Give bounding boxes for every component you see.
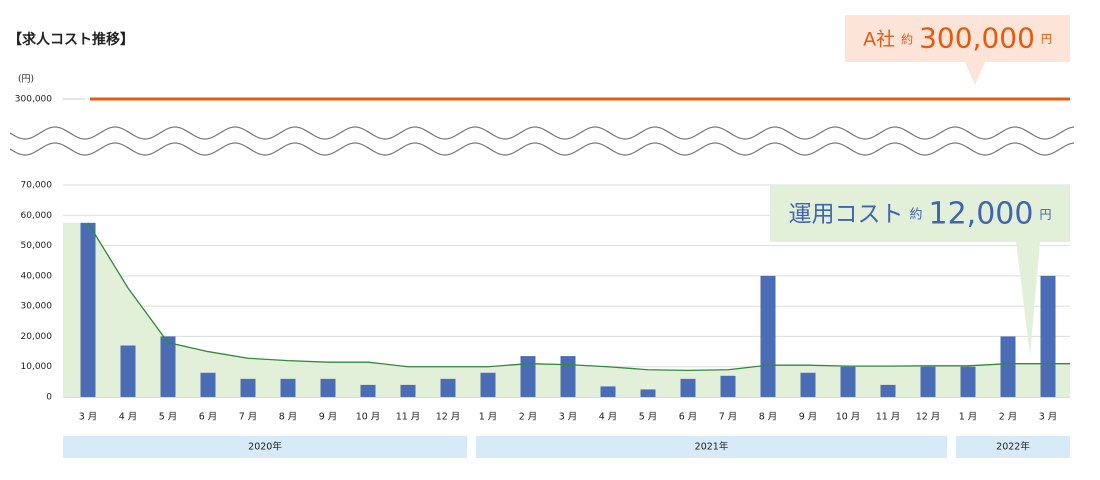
x-tick-label: 8 月 bbox=[279, 412, 298, 423]
callout-text: 運用コスト約 12,000 円 bbox=[788, 196, 1051, 231]
axis-break bbox=[9, 142, 1075, 156]
year-band bbox=[63, 436, 467, 458]
x-tick-label: 4 月 bbox=[599, 412, 618, 423]
x-tick-label: 10 月 bbox=[836, 412, 861, 423]
y-tick-label: 70,000 bbox=[21, 181, 53, 191]
bar bbox=[400, 384, 416, 397]
bar bbox=[960, 366, 976, 397]
y-tick-label: 0 bbox=[46, 393, 52, 403]
x-tick-label: 7 月 bbox=[719, 412, 738, 423]
callout-name: A社 bbox=[863, 28, 895, 50]
line bbox=[87, 222, 1048, 371]
callout-unit: 円 bbox=[1039, 207, 1051, 221]
y-tick-label: 10,000 bbox=[21, 362, 53, 372]
callout-prefix: 約 bbox=[909, 207, 922, 222]
x-tick-label: 3 月 bbox=[79, 412, 98, 423]
y-tick-label: 20,000 bbox=[21, 332, 53, 342]
x-tick-label: 1 月 bbox=[959, 412, 978, 423]
year-label: 2021年 bbox=[695, 441, 729, 453]
callout-box bbox=[845, 15, 1070, 62]
bar bbox=[520, 356, 536, 397]
y-unit: (円) bbox=[18, 74, 34, 85]
bar bbox=[560, 356, 576, 397]
x-tick-label: 1 月 bbox=[479, 412, 498, 423]
year-band bbox=[476, 436, 947, 458]
bar bbox=[480, 372, 496, 397]
bar bbox=[80, 222, 96, 397]
bar bbox=[280, 378, 296, 397]
bar bbox=[240, 378, 256, 397]
bar bbox=[600, 386, 616, 397]
x-tick-label: 3 月 bbox=[1039, 412, 1058, 423]
bar bbox=[880, 384, 896, 397]
bar bbox=[760, 275, 776, 397]
bar bbox=[160, 336, 176, 397]
bar bbox=[440, 378, 456, 397]
bar bbox=[840, 366, 856, 397]
callout-label: 300,000 bbox=[919, 22, 1035, 55]
bar bbox=[800, 372, 816, 397]
bar bbox=[1040, 275, 1056, 397]
callout-prefix: 約 bbox=[901, 31, 913, 46]
x-tick-label: 11 月 bbox=[396, 412, 421, 423]
x-tick-label: 12 月 bbox=[436, 412, 461, 423]
chart-title: 【求人コスト推移】 bbox=[8, 31, 134, 48]
bar bbox=[120, 345, 136, 397]
x-tick-label: 7 月 bbox=[239, 412, 258, 423]
bar bbox=[640, 389, 656, 397]
callout-unit: 円 bbox=[1041, 33, 1052, 46]
axis-break bbox=[9, 126, 1075, 140]
callout-label: 12,000 bbox=[929, 196, 1034, 231]
x-tick-label: 10 月 bbox=[356, 412, 381, 423]
callout-name: 運用コスト bbox=[788, 201, 903, 227]
x-tick-label: 2 月 bbox=[999, 412, 1018, 423]
y-tick-label: 300,000 bbox=[15, 95, 52, 105]
bar bbox=[920, 366, 936, 397]
x-tick-label: 4 月 bbox=[119, 412, 138, 423]
bar bbox=[320, 378, 336, 397]
callout-pointer bbox=[965, 62, 985, 85]
x-tick-label: 9 月 bbox=[319, 412, 338, 423]
x-tick-label: 2 月 bbox=[519, 412, 538, 423]
x-tick-label: 3 月 bbox=[559, 412, 578, 423]
y-tick-label: 30,000 bbox=[21, 302, 53, 312]
y-tick-label: 40,000 bbox=[21, 271, 53, 281]
callout-text: A社約 300,000 円 bbox=[863, 22, 1052, 55]
callout-box bbox=[770, 185, 1070, 242]
bar bbox=[680, 378, 696, 397]
bar bbox=[200, 372, 216, 397]
x-tick-label: 8 月 bbox=[759, 412, 778, 423]
bar bbox=[360, 384, 376, 397]
year-label: 2022年 bbox=[996, 441, 1030, 453]
x-tick-label: 6 月 bbox=[199, 412, 218, 423]
y-tick-label: 60,000 bbox=[21, 211, 53, 221]
year-band bbox=[956, 436, 1070, 458]
bar bbox=[1000, 336, 1016, 397]
x-tick-label: 5 月 bbox=[639, 412, 658, 423]
bar bbox=[720, 375, 736, 397]
x-tick-label: 12 月 bbox=[916, 412, 941, 423]
y-tick-label: 50,000 bbox=[21, 241, 53, 251]
callout-pointer bbox=[1016, 242, 1040, 355]
x-tick-label: 5 月 bbox=[159, 412, 178, 423]
year-label: 2020年 bbox=[248, 441, 282, 453]
x-tick-label: 11 月 bbox=[876, 412, 901, 423]
x-tick-label: 6 月 bbox=[679, 412, 698, 423]
x-tick-label: 9 月 bbox=[799, 412, 818, 423]
